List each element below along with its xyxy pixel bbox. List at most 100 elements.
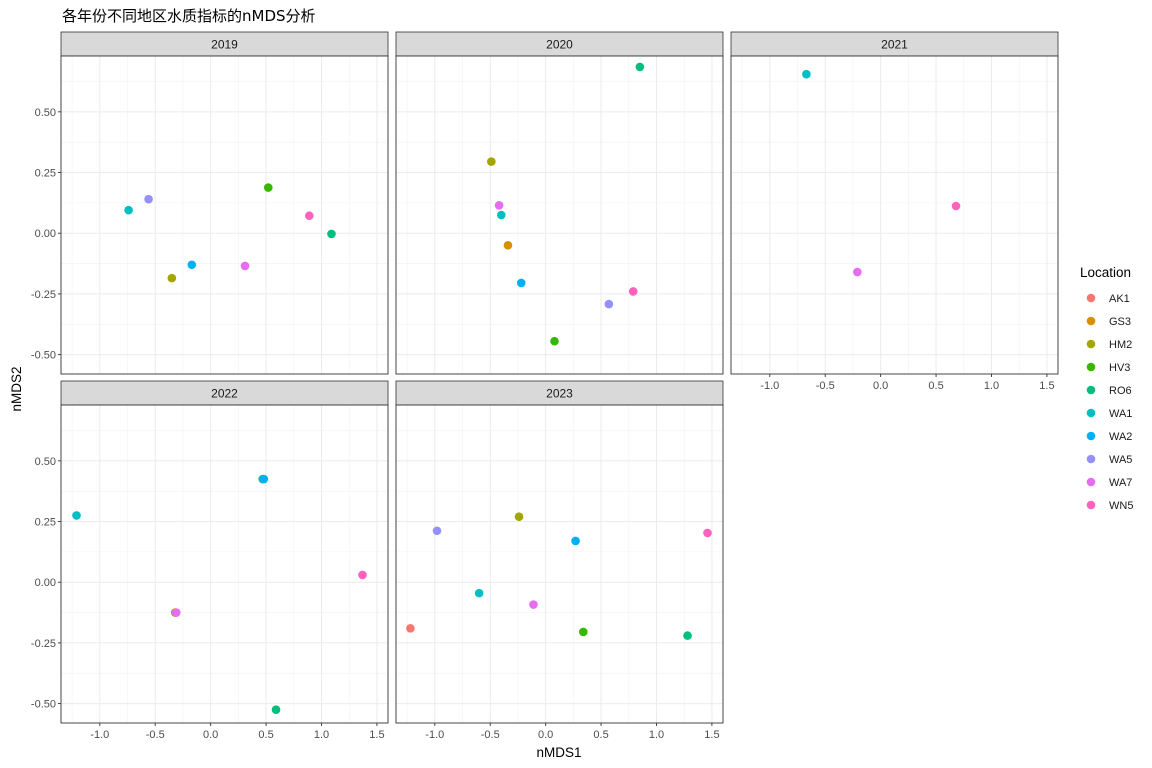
y-tick-label: 0.00 (35, 228, 56, 240)
facet-strip-label: 2022 (211, 387, 238, 401)
legend-key (1086, 500, 1096, 510)
x-tick-label: 1.5 (704, 729, 719, 741)
legend-item-WA1: WA1 (1086, 408, 1132, 420)
point-RO6 (683, 631, 692, 640)
point-WA1 (72, 511, 81, 520)
facet-strip (730, 31, 1059, 57)
legend-label: AK1 (1109, 293, 1130, 305)
legend-item-HV3: HV3 (1086, 362, 1130, 374)
x-axis-title: nMDS1 (536, 745, 581, 760)
point-WA7 (494, 200, 504, 210)
facet-strip (395, 31, 724, 57)
point-WA7 (240, 261, 250, 271)
y-tick-label: -0.25 (31, 289, 56, 301)
panel-border (60, 55, 389, 375)
point-RO6 (271, 705, 281, 714)
legend-key (1086, 293, 1096, 303)
y-tick-label: 0.00 (35, 577, 56, 589)
x-tick-label: 0.0 (538, 729, 553, 741)
x-tick-label: -1.0 (425, 729, 444, 741)
panel-background (396, 405, 723, 723)
x-tick-label: 0.5 (593, 729, 608, 741)
point-AK1 (406, 624, 415, 633)
point-RO6 (327, 229, 336, 239)
point-GS3 (503, 241, 513, 250)
legend-key (1086, 477, 1096, 487)
x-tick-label: 1.0 (984, 380, 999, 392)
panel-background (396, 56, 723, 374)
legend-label: RO6 (1109, 385, 1132, 397)
point-WA2 (187, 260, 197, 270)
x-tick-label: 1.5 (369, 729, 384, 741)
facet-2022: 2022 -0.50 -0.25 0.00 0.25 0.50 -1.0 -0.5 0.0 0.5… (31, 380, 389, 741)
x-tick-label: -0.5 (481, 729, 500, 741)
point-HM2 (514, 512, 524, 521)
legend-item-HM2: HM2 (1086, 339, 1132, 351)
facet-strip-label: 2023 (546, 387, 573, 401)
facet-strip-label: 2021 (881, 38, 908, 52)
legend-item-WA2: WA2 (1086, 431, 1132, 443)
point-WA7 (529, 600, 538, 609)
facet-strip-label: 2020 (546, 38, 573, 52)
legend-label: WA7 (1109, 477, 1132, 489)
y-tick-label: -0.50 (31, 350, 56, 362)
legend-item-WN5: WN5 (1086, 500, 1133, 512)
legend-key (1086, 339, 1096, 349)
legend: Location AK1 GS3 HM2 HV3 RO6 WA1 WA2 WA5 WA7 WN5 (1080, 265, 1133, 512)
point-HV3 (550, 336, 559, 346)
y-tick-label: 0.25 (35, 168, 56, 180)
legend-label: HV3 (1109, 362, 1130, 374)
y-tick-label: 0.25 (35, 517, 56, 529)
point-WN5 (703, 528, 712, 538)
panel-border (60, 404, 389, 724)
x-tick-label: -0.5 (816, 380, 835, 392)
point-WA2 (259, 474, 269, 484)
point-WN5 (951, 201, 961, 211)
panel-border (395, 55, 724, 375)
point-RO6 (635, 62, 645, 72)
legend-key (1086, 385, 1096, 395)
facet-2019: 2019 -0.50 -0.25 0.00 0.25 0.50 (31, 31, 389, 375)
legend-label: GS3 (1109, 316, 1131, 328)
legend-label: WA1 (1109, 408, 1132, 420)
point-WN5 (304, 211, 314, 221)
x-tick-label: 1.0 (314, 729, 329, 741)
legend-key (1086, 362, 1096, 372)
panel-border (395, 404, 724, 724)
x-tick-label: 1.5 (1039, 380, 1054, 392)
facet-2023: 2023 -1.0 -0.5 0.0 0.5 1.0 1.5 (395, 380, 724, 741)
point-WA7 (171, 608, 181, 617)
facet-panels: 2019 -0.50 -0.25 0.00 0.25 0.50 2020 2021 -1.0 -0… (31, 31, 1059, 741)
x-tick-label: 0.0 (873, 380, 888, 392)
x-tick-label: -1.0 (760, 380, 779, 392)
legend-key (1086, 454, 1096, 464)
x-tick-label: -0.5 (146, 729, 165, 741)
legend-item-WA7: WA7 (1086, 477, 1132, 489)
point-WA1 (124, 205, 133, 215)
y-tick-label: -0.50 (31, 699, 56, 711)
point-WA5 (604, 299, 614, 309)
x-tick-label: 0.5 (258, 729, 273, 741)
point-WA1 (474, 588, 484, 598)
panel-border (730, 55, 1059, 375)
point-WA1 (802, 69, 811, 79)
panel-background (731, 56, 1058, 374)
y-tick-label: 0.50 (35, 456, 56, 468)
legend-label: WA2 (1109, 431, 1132, 443)
point-HM2 (487, 157, 496, 166)
point-WA7 (853, 267, 862, 277)
x-tick-label: 1.0 (649, 729, 664, 741)
chart-title: 各年份不同地区水质指标的nMDS分析 (62, 7, 316, 25)
point-WA2 (516, 278, 526, 288)
point-WA5 (432, 526, 442, 536)
point-WA1 (497, 210, 506, 220)
y-tick-label: -0.25 (31, 638, 56, 650)
point-WN5 (358, 570, 367, 580)
panel-background (61, 405, 388, 723)
point-WN5 (628, 287, 638, 296)
point-WA2 (571, 536, 580, 546)
legend-title: Location (1080, 265, 1131, 280)
legend-label: WN5 (1109, 500, 1133, 512)
y-axis-title: nMDS2 (9, 366, 24, 411)
